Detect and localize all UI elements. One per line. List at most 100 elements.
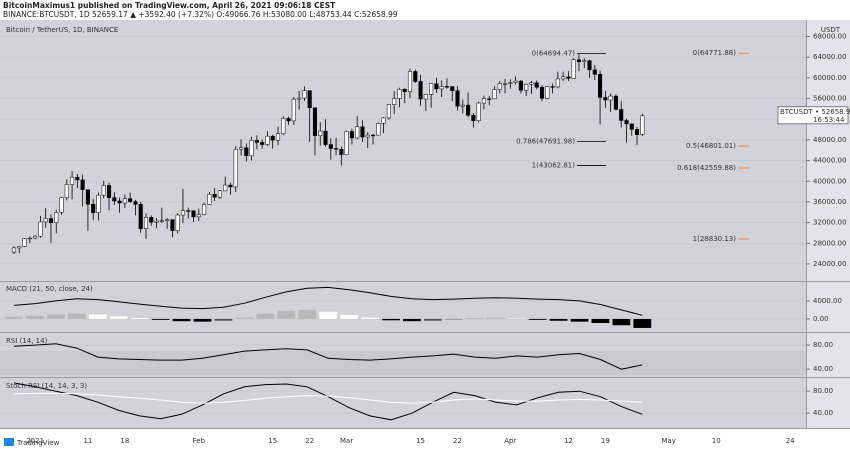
candle-body [349, 131, 354, 139]
y-tick-label: 40.00 [813, 365, 833, 373]
candle-body [471, 114, 476, 122]
y-tick-label: 40.00 [813, 409, 833, 417]
y-tick-label: 48000.00 [813, 136, 846, 144]
histogram-bar [214, 318, 233, 321]
logo-icon [4, 438, 14, 446]
candle-body [582, 60, 587, 63]
candle-body [260, 142, 265, 145]
histogram-bar [256, 313, 275, 319]
candle-body [439, 86, 444, 90]
candle-body [85, 189, 90, 205]
candle-body [555, 78, 560, 88]
x-tick-label: Mar [340, 437, 353, 445]
candle-body [592, 69, 597, 75]
candle-body [17, 246, 22, 249]
candle-body [281, 118, 286, 134]
candle-body [476, 102, 481, 122]
candle-body [70, 176, 75, 185]
candle-body [381, 117, 386, 124]
candle-body [196, 214, 201, 218]
x-tick-label: 19 [601, 437, 610, 445]
fib-label: 1(43062.81) [532, 161, 576, 169]
candle-body [302, 90, 307, 99]
panel-title: RSI (14, 14) [6, 337, 48, 345]
x-tick-label: 22 [305, 437, 314, 445]
candle-body [402, 88, 407, 92]
candle-body [444, 86, 450, 88]
panel-title: MACD (21, 50, close, 24) [6, 285, 93, 293]
candle-body [545, 86, 550, 99]
histogram-bar [235, 317, 254, 319]
candle-body [207, 194, 212, 205]
x-tick-label: 2021 [26, 437, 44, 445]
y-tick-label: 0.00 [813, 315, 829, 323]
candle-body [101, 185, 106, 196]
histogram-bar [193, 318, 212, 322]
header-line: BitcoinMaximus1 published on TradingView… [3, 1, 336, 10]
candle-body [165, 219, 170, 221]
histogram-bar [633, 318, 652, 328]
header-line: BINANCE:BTCUSDT, 1D 52659.17 ▲ +3592.40 … [3, 10, 398, 19]
histogram-bar [46, 314, 65, 319]
histogram-bar [298, 309, 317, 319]
candle-body [106, 185, 112, 198]
histogram-bar [382, 318, 400, 321]
candle-body [149, 217, 154, 223]
candle-body [212, 194, 217, 198]
candle-body [481, 98, 486, 104]
x-tick-label: Apr [504, 437, 516, 445]
candle-body [355, 126, 360, 139]
histogram-bar [612, 318, 631, 326]
x-tick-label: May [661, 437, 675, 445]
candle-body [429, 83, 434, 95]
candle-body [323, 130, 328, 145]
histogram-bar [570, 318, 589, 322]
candle-body [460, 104, 465, 107]
fib-label: 0.786(47691.98) [516, 137, 575, 145]
candle-body [11, 247, 17, 253]
candle-body [143, 217, 149, 229]
candle-body [360, 126, 365, 138]
candle-body [80, 179, 85, 190]
fib-label: 1(28830.13) [693, 235, 737, 243]
histogram-bar [465, 318, 484, 319]
symbol-title: Bitcoin / TetherUS, 1D, BINANCE [6, 26, 118, 34]
candle-body [339, 149, 344, 155]
y-tick-label: 68000.00 [813, 33, 846, 41]
candle-body [344, 131, 349, 155]
candle-body [524, 84, 529, 91]
x-tick-label: 24 [786, 437, 795, 445]
candle-body [634, 129, 640, 135]
candle-body [180, 210, 186, 216]
candle-body [238, 147, 244, 150]
candle-body [518, 80, 523, 91]
candle-body [566, 76, 571, 79]
candle-body [43, 218, 48, 223]
candle-body [186, 210, 191, 212]
candle-body [96, 194, 101, 213]
candle-body [122, 198, 127, 204]
candle-body [328, 144, 333, 149]
histogram-bar [109, 316, 128, 319]
candle-body [334, 148, 339, 150]
histogram-bar [361, 317, 379, 319]
price-axis-background [806, 20, 850, 429]
candle-body [587, 60, 592, 71]
candle-body [228, 184, 233, 188]
candle-body [423, 94, 428, 100]
histogram-bar [403, 318, 421, 322]
logo-text: TradingView [16, 439, 60, 447]
candle-body [539, 86, 545, 99]
candle-body [386, 104, 391, 119]
candle-body [397, 88, 402, 99]
x-tick-label: 10 [712, 437, 721, 445]
candle-body [413, 71, 418, 82]
histogram-bar [5, 316, 23, 319]
indicator-line [13, 343, 643, 370]
candle-body [608, 95, 613, 101]
fib-label: 0.5(46801.01) [686, 142, 736, 150]
candle-body [497, 83, 502, 90]
candle-body [75, 176, 80, 181]
y-tick-label: 40000.00 [813, 177, 846, 185]
